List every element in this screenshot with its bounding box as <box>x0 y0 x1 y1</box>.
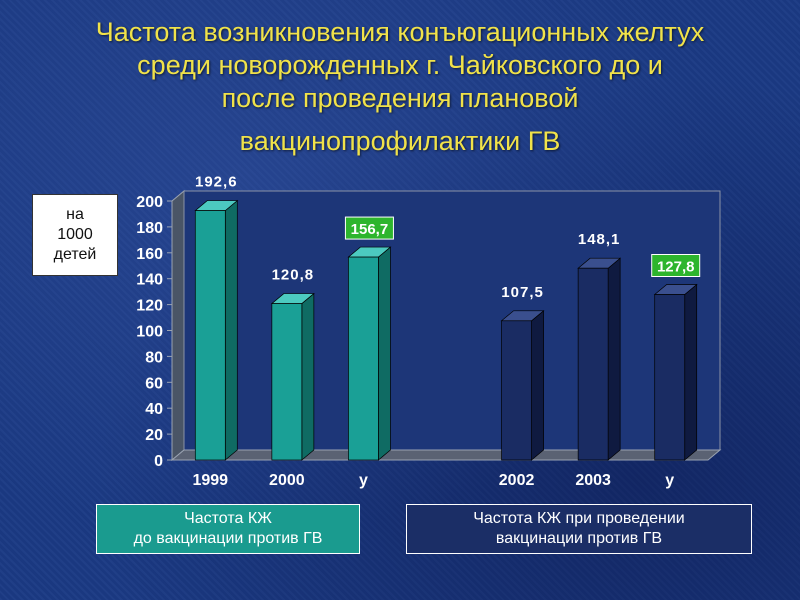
bar-side <box>607 257 621 461</box>
bar <box>348 256 379 461</box>
chart-title: Частота возникновения конъюгационных жел… <box>20 16 780 158</box>
y-tick-label: 60 <box>145 375 163 392</box>
title-line-4: вакцинопрофилактики ГВ <box>239 126 561 156</box>
x-tick-label: 2002 <box>499 472 535 489</box>
title-line-3: после проведения плановой <box>221 83 579 113</box>
y-tick-label: 100 <box>136 324 163 341</box>
y-tick-label: 180 <box>136 220 163 237</box>
bar-side <box>301 292 315 461</box>
data-label-highlight <box>344 216 394 240</box>
legend-after-line-2: вакцинации против ГВ <box>495 530 663 547</box>
bar <box>501 320 532 461</box>
unit-line-2: 1000 <box>57 226 93 243</box>
bar-side <box>684 283 698 461</box>
x-tick-label: 1999 <box>192 472 228 489</box>
bar-side <box>378 246 391 461</box>
legend-before-line-2: до вакцинации против ГВ <box>133 530 323 547</box>
y-tick-label: 160 <box>136 246 163 263</box>
y-tick-label: 200 <box>136 194 163 211</box>
chart-side-wall <box>171 189 185 462</box>
bar-side <box>531 310 544 461</box>
bar <box>577 267 609 461</box>
title-line-2: среди новорожденных г. Чайковского до и <box>137 50 663 80</box>
y-tick-label: 40 <box>145 401 163 418</box>
legend-after-line-1: Частота КЖ при проведении <box>473 510 685 527</box>
title-line-1: Частота возникновения конъюгационных жел… <box>95 17 705 47</box>
y-tick-label: 0 <box>154 453 163 470</box>
chart-floor <box>170 449 722 461</box>
data-label: 156,7 <box>351 221 389 238</box>
legend-after-vaccination: Частота КЖ при проведении вакцинации про… <box>406 504 752 554</box>
y-tick-label: 140 <box>136 272 163 289</box>
data-label-highlight <box>651 253 701 277</box>
data-label: 107,5 <box>501 284 544 301</box>
x-tick-label: у <box>665 472 674 489</box>
data-label: 148,1 <box>578 231 621 248</box>
unit-label-box: на 1000 детей <box>32 194 118 276</box>
x-tick-label: 2000 <box>269 472 305 489</box>
x-tick-label: 2003 <box>575 472 611 489</box>
unit-line-3: детей <box>53 246 97 263</box>
bar-side <box>224 199 238 461</box>
y-tick-label: 120 <box>136 298 163 315</box>
bar <box>194 210 226 461</box>
y-tick-label: 80 <box>145 349 163 366</box>
legend-before-vaccination: Частота КЖ до вакцинации против ГВ <box>96 504 360 554</box>
data-label: 120,8 <box>272 267 315 284</box>
bar <box>654 294 686 461</box>
y-tick-label: 20 <box>145 427 163 444</box>
data-label: 127,8 <box>657 258 695 275</box>
unit-line-1: на <box>66 206 84 223</box>
chart-plot-area <box>183 190 721 451</box>
legend-before-line-1: Частота КЖ <box>184 510 272 527</box>
x-tick-label: у <box>359 472 368 489</box>
bar <box>271 303 303 461</box>
data-label: 192,6 <box>195 174 238 191</box>
